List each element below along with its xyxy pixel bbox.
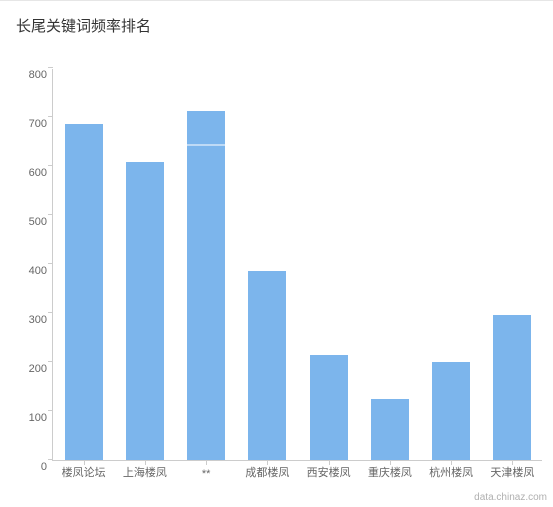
x-tick-mark: [329, 460, 330, 465]
x-axis-label: 楼凤论坛: [62, 464, 106, 480]
x-axis-label: **: [202, 468, 211, 480]
bar[interactable]: [493, 315, 531, 460]
y-tick-mark: [48, 263, 53, 264]
y-axis-label: 700: [13, 118, 47, 130]
bar[interactable]: [310, 355, 348, 460]
y-tick-mark: [48, 67, 53, 68]
x-tick-mark: [512, 460, 513, 465]
chart-title: 长尾关键词频率排名: [0, 1, 553, 46]
bar[interactable]: [126, 162, 164, 460]
y-axis-label: 600: [13, 167, 47, 179]
x-axis-label: 重庆楼凤: [368, 464, 412, 480]
bar[interactable]: [187, 111, 225, 460]
y-tick-mark: [48, 116, 53, 117]
credit-text: data.chinaz.com: [474, 492, 547, 503]
chart-container: 长尾关键词频率排名 0100200300400500600700800楼凤论坛上…: [0, 0, 553, 507]
y-axis-label: 100: [13, 412, 47, 424]
x-axis-label: 西安楼凤: [307, 464, 351, 480]
y-axis-label: 800: [13, 69, 47, 81]
x-axis-label: 上海楼凤: [123, 464, 167, 480]
x-tick-mark: [267, 460, 268, 465]
bar[interactable]: [65, 124, 103, 460]
chart-plot-area: 0100200300400500600700800楼凤论坛上海楼凤**成都楼凤西…: [52, 69, 542, 461]
bar[interactable]: [371, 399, 409, 460]
x-axis-label: 天津楼凤: [490, 464, 534, 480]
y-axis-label: 500: [13, 216, 47, 228]
plot-region: 0100200300400500600700800楼凤论坛上海楼凤**成都楼凤西…: [52, 69, 542, 461]
x-axis-label: 杭州楼凤: [429, 464, 473, 480]
y-tick-mark: [48, 361, 53, 362]
y-tick-mark: [48, 312, 53, 313]
y-axis-label: 200: [13, 363, 47, 375]
x-tick-mark: [390, 460, 391, 465]
y-axis-label: 0: [13, 461, 47, 473]
bar-overlay-marker: [187, 144, 225, 146]
y-tick-mark: [48, 214, 53, 215]
y-tick-mark: [48, 459, 53, 460]
x-tick-mark: [451, 460, 452, 465]
y-axis-label: 300: [13, 314, 47, 326]
x-tick-mark: [206, 460, 207, 465]
x-tick-mark: [84, 460, 85, 465]
x-axis-label: 成都楼凤: [245, 464, 289, 480]
y-tick-mark: [48, 165, 53, 166]
bar[interactable]: [432, 362, 470, 460]
y-tick-mark: [48, 410, 53, 411]
x-tick-mark: [145, 460, 146, 465]
y-axis-label: 400: [13, 265, 47, 277]
bar[interactable]: [248, 271, 286, 460]
